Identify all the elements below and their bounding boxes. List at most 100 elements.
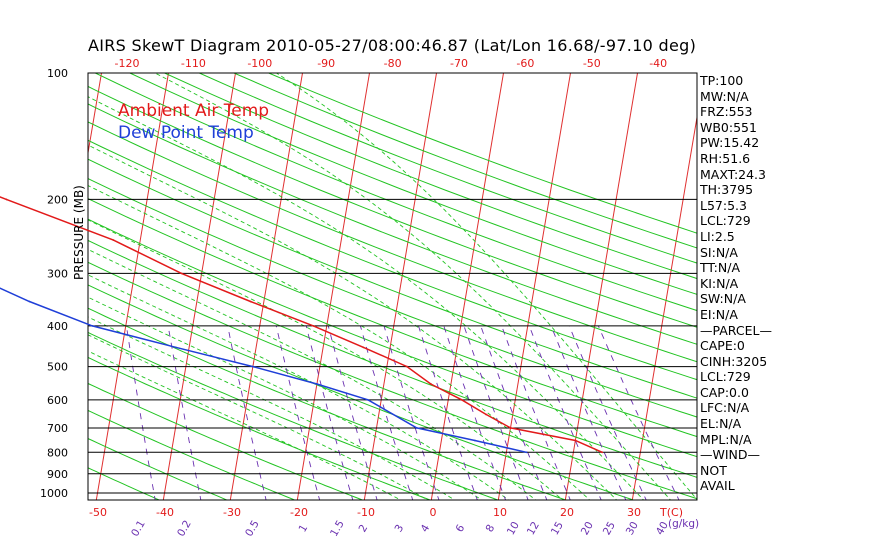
legend-dew-point: Dew Point Temp — [118, 123, 254, 143]
mixing-ratio-tick-label: 15 — [549, 520, 566, 538]
bottom-temp-tick-label: -10 — [357, 506, 375, 519]
dry-adiabat — [88, 121, 697, 363]
top-temp-tick-label: -50 — [583, 57, 601, 70]
air-temp-point — [485, 413, 487, 416]
bottom-temp-tick-label: -40 — [156, 506, 174, 519]
pressure-tick-label: 900 — [47, 468, 68, 481]
moist-adiabat — [88, 219, 564, 500]
stat-item: EI:N/A — [700, 306, 738, 322]
dry-adiabat — [233, 73, 697, 249]
stat-item: KI:N/A — [700, 275, 739, 291]
stat-item: LCL:729 — [700, 369, 751, 385]
air-temp-point — [601, 451, 604, 454]
legend: Ambient Air Temp Dew Point Temp — [118, 100, 269, 144]
dew-point-point — [473, 439, 476, 442]
moist-adiabat — [154, 73, 672, 500]
isotherm-line — [0, 64, 36, 502]
pressure-tick-label: 500 — [47, 361, 68, 374]
moist-adiabat — [88, 316, 456, 500]
top-temp-tick-label: -60 — [516, 57, 534, 70]
plot-frame — [87, 72, 698, 501]
air-temp-point — [509, 427, 512, 429]
dry-adiabat — [199, 73, 697, 264]
bottom-temp-tick-label: 10 — [493, 506, 507, 519]
dry-adiabat — [88, 239, 697, 478]
stat-item: —PARCEL— — [700, 322, 772, 338]
mixing-ratio-tick-label: 2 — [357, 523, 371, 535]
isotherm-line — [229, 73, 304, 500]
dew-point-point — [525, 451, 528, 454]
isotherm-line — [497, 73, 572, 500]
moist-adiabat — [88, 185, 591, 500]
bottom-temp-tick-label: -20 — [290, 506, 308, 519]
top-temp-tick-label: -110 — [181, 57, 206, 70]
mixing-ratio-line — [568, 325, 647, 500]
mixing-ratio-tick-label: 20 — [579, 520, 596, 538]
legend-air-temp: Ambient Air Temp — [118, 101, 270, 121]
bottom-temp-tick-label: 0 — [430, 506, 437, 519]
mixing-ratio-line — [528, 325, 602, 500]
mixing-ratio-tick-label: 4 — [419, 522, 433, 534]
moist-adiabat — [88, 296, 483, 500]
pressure-tick-label: 1000 — [40, 487, 68, 500]
dew-point-point — [251, 365, 254, 368]
isotherm-line — [162, 73, 237, 500]
stat-item: LI:2.5 — [700, 228, 735, 244]
stat-item: L57:5.3 — [700, 197, 747, 213]
stat-item: SW:N/A — [700, 291, 746, 307]
moist-adiabat — [88, 350, 402, 500]
mixing-ratio-tick-label: 8 — [484, 523, 498, 535]
top-temp-tick-label: -70 — [450, 57, 468, 70]
mixing-ratio-line — [550, 325, 627, 500]
top-temp-tick-label: -100 — [247, 57, 272, 70]
mixing-ratio-tick-label: 6 — [454, 522, 468, 534]
moist-adiabat — [88, 334, 429, 500]
dry-adiabat — [88, 331, 500, 500]
top-temp-tick-label: -120 — [115, 57, 140, 70]
dry-adiabat — [88, 158, 697, 399]
dew-point-point — [28, 300, 31, 303]
mixing-ratio-line — [443, 325, 507, 500]
mixing-ratio-line — [275, 325, 321, 500]
mixing-ratio-line — [125, 325, 156, 500]
top-temp-tick-label: -90 — [317, 57, 335, 70]
dry-adiabat — [88, 178, 697, 418]
isotherm-line — [833, 64, 870, 502]
isotherm-line — [88, 73, 103, 156]
moist-adiabat — [88, 96, 645, 500]
air-temp-point — [429, 383, 432, 385]
isotherm-line — [631, 114, 697, 500]
stat-item: CINH:3205 — [700, 353, 768, 369]
plot-area — [0, 64, 870, 502]
dew-point-point — [415, 427, 418, 429]
pressure-tick-label: 800 — [47, 446, 68, 459]
isotherm-line — [766, 64, 840, 502]
stat-item: LFC:N/A — [700, 400, 750, 416]
dry-adiabat — [88, 198, 697, 438]
bottom-temp-tick-label: -30 — [223, 506, 241, 519]
stat-item: EL:N/A — [700, 416, 742, 432]
dew-point-point — [91, 324, 94, 327]
bottom-temp-tick-label: -50 — [89, 506, 107, 519]
stat-item: WB0:551 — [700, 119, 757, 135]
dry-adiabat — [88, 261, 697, 500]
dry-adiabat — [88, 85, 697, 328]
dry-adiabat — [88, 467, 161, 500]
mixing-ratio-line — [597, 325, 680, 500]
dry-adiabat — [88, 438, 229, 500]
mixing-ratio-line — [305, 325, 354, 500]
stat-item: TP:100 — [700, 73, 744, 88]
pressure-tick-label: 300 — [47, 267, 68, 280]
air-temp-point — [362, 346, 365, 349]
mixing-ratio-line — [227, 325, 267, 500]
isotherm-line — [296, 73, 371, 500]
mixing-ratio-line — [463, 325, 529, 500]
air-temp-point — [180, 272, 183, 275]
stat-item: NOT — [700, 462, 727, 478]
isotherm-line — [564, 73, 639, 500]
dry-adiabat — [129, 73, 697, 295]
mixing-ratio-line — [418, 325, 478, 500]
stat-item: RH:51.6 — [700, 150, 751, 166]
air-temp-point — [112, 239, 115, 242]
mixing-ratio-tick-label: 25 — [601, 520, 618, 538]
